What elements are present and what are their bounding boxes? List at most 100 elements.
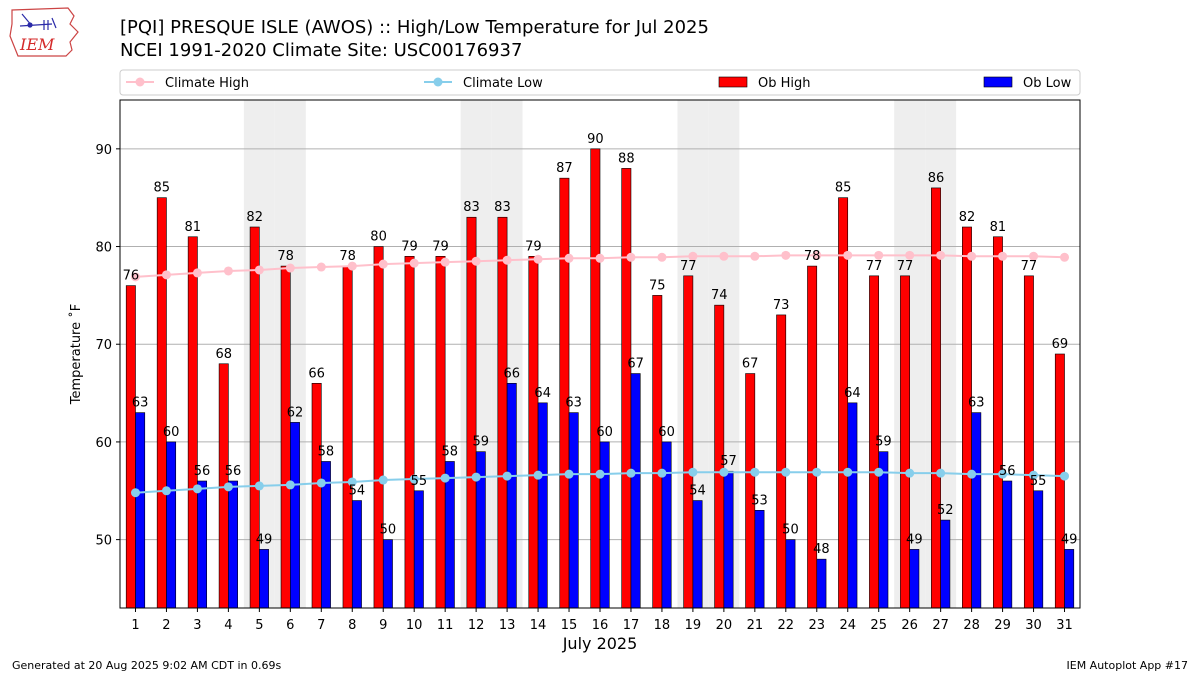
x-tick-label: 5 [255,618,263,633]
climate-low-point [595,469,605,479]
x-tick-label: 12 [468,618,485,633]
x-tick-label: 4 [224,618,232,633]
ob-low-label: 60 [163,425,180,440]
climate-low-point [378,475,388,485]
ob-low-bar [444,461,455,609]
ob-high-bar [621,168,632,609]
ob-low-label: 58 [442,444,459,459]
climate-low-point [812,467,822,477]
ob-high-bar [590,148,601,609]
climate-high-point [595,253,605,263]
ob-high-bar [900,275,910,609]
x-tick-label: 28 [963,618,980,633]
climate-low-point [254,481,264,491]
ob-high-label: 66 [308,366,325,381]
ob-high-bar [1054,353,1065,609]
ob-low-bar [754,510,765,609]
ob-low-bar [259,549,269,609]
ob-high-label: 78 [804,249,821,264]
ob-low-label: 56 [999,464,1016,479]
legend-label: Ob Low [1023,76,1072,91]
ob-low-bar [568,412,579,609]
ob-low-bar [816,558,827,609]
ob-high-bar [156,197,167,609]
x-tick-label: 18 [654,618,671,633]
ob-high-label: 77 [1021,259,1038,274]
ob-high-label: 85 [154,181,171,196]
climate-low-point [502,471,512,481]
ob-low-bar [940,519,951,609]
climate-low-point [905,468,915,478]
legend: Climate High Climate Low Ob High Ob Low [119,69,1081,96]
ob-low-label: 67 [627,357,644,372]
x-tick-label: 26 [901,618,918,633]
legend-label: Ob High [758,76,811,91]
ob-high-bar [683,275,694,609]
ob-high-label: 88 [618,151,635,166]
ob-low-label: 58 [318,444,335,459]
ob-low-bar [785,539,796,609]
climate-high-point [688,251,698,261]
ob-low-label: 63 [565,396,582,411]
ob-high-label: 79 [432,239,449,254]
climate-high-point [316,262,326,272]
climate-low-point [409,474,419,484]
ob-low-label: 63 [132,396,149,411]
ob-low-label: 49 [1061,532,1078,547]
ob-high-bar [1023,275,1034,609]
climate-low-point [130,488,140,498]
ob-low-bar [290,422,300,609]
climate-high-point [564,253,574,263]
climate-low-point [223,482,233,492]
climate-high-point [130,272,140,282]
climate-lines [130,250,1070,498]
x-tick-label: 21 [747,618,764,633]
ob-high-bar [280,265,291,609]
climate-high-point [781,250,791,260]
climate-low-point [874,467,884,477]
ob-low-bar [1033,490,1044,609]
y-tick-label: 60 [95,436,112,451]
climate-high-point [626,252,636,262]
ob-low-bar [382,539,393,609]
climate-high-point [998,251,1008,261]
legend-swatch-bar [983,76,1013,88]
climate-low-point [440,473,450,483]
ob-low-label: 56 [194,464,211,479]
x-tick-label: 6 [286,618,294,633]
chart-title: [PQI] PRESQUE ISLE (AWOS) :: High/Low Te… [120,17,709,38]
ob-low-label: 56 [225,464,242,479]
legend-swatch-marker [433,77,443,87]
climate-high-point [161,270,171,280]
ob-high-label: 79 [401,239,418,254]
climate-high-point [843,250,853,260]
climate-high-point [657,252,667,262]
climate-high-point [192,268,202,278]
ob-high-label: 68 [215,347,232,362]
climate-high-point [254,265,264,275]
ob-high-bar [249,226,260,609]
ob-low-label: 64 [534,386,551,401]
ob-high-label: 78 [277,249,294,264]
x-tick-label: 14 [530,618,547,633]
ob-low-label: 60 [596,425,613,440]
x-tick-label: 7 [317,618,325,633]
ob-high-bar [187,236,198,609]
ob-high-label: 81 [185,220,202,235]
iem-logo: IEM [9,7,79,57]
legend-box [119,69,1081,96]
legend-swatch-marker [135,77,145,87]
ob-high-label: 82 [959,210,976,225]
ob-high-label: 77 [866,259,883,274]
ob-low-bar [166,441,177,609]
x-tick-label: 11 [437,618,454,633]
climate-high-point [750,251,760,261]
climate-high-point [967,251,977,261]
ob-high-bar [125,285,136,609]
climate-low-point [781,467,791,477]
x-tick-label: 24 [839,618,856,633]
ob-high-label: 87 [556,161,573,176]
x-tick-label: 20 [716,618,733,633]
x-tick-label: 22 [778,618,795,633]
legend-label: Climate Low [463,76,543,91]
